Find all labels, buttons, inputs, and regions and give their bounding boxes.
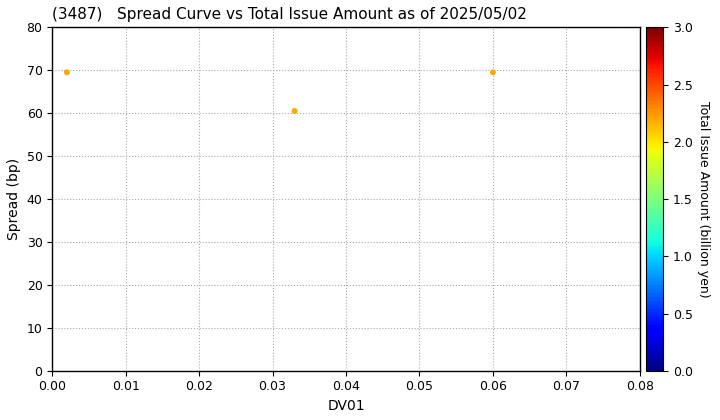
Point [289, 108, 300, 114]
Text: (3487)   Spread Curve vs Total Issue Amount as of 2025/05/02: (3487) Spread Curve vs Total Issue Amoun… [53, 7, 527, 22]
X-axis label: DV01: DV01 [327, 399, 365, 413]
Y-axis label: Total Issue Amount (billion yen): Total Issue Amount (billion yen) [697, 101, 710, 297]
Point [487, 69, 499, 76]
Y-axis label: Spread (bp): Spread (bp) [7, 158, 21, 240]
Point [61, 69, 73, 76]
